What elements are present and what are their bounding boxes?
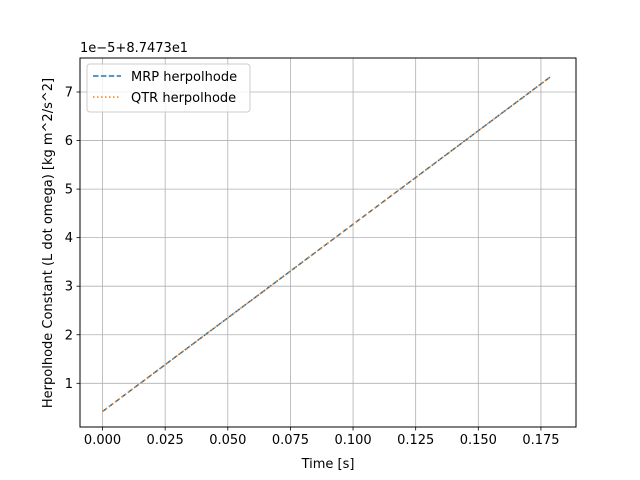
x-tick-label: 0.000 <box>84 433 121 448</box>
x-tick-label: 0.125 <box>397 433 434 448</box>
y-tick-label: 4 <box>65 231 73 246</box>
series-line-1 <box>102 75 552 413</box>
legend-box <box>86 63 251 113</box>
y-tick-label: 7 <box>65 85 73 100</box>
offset-text: 1e−5+8.7473e1 <box>80 41 188 56</box>
x-tick-label: 0.100 <box>334 433 371 448</box>
y-tick-label: 1 <box>65 377 73 392</box>
grid <box>80 58 576 427</box>
y-tick-label: 2 <box>65 328 73 343</box>
x-tick-label: 0.025 <box>147 433 184 448</box>
legend-label-qtr: QTR herpolhode <box>131 91 236 106</box>
y-tick-label: 5 <box>65 183 73 198</box>
y-tick-label: 6 <box>65 134 73 149</box>
x-axis-label: Time [s] <box>301 457 355 472</box>
legend: MRP herpolhode QTR herpolhode <box>86 63 251 113</box>
plot-frame <box>79 57 577 428</box>
ticks: 0.000 0.025 0.050 0.075 0.100 0.125 0.150 0.175… <box>65 85 560 448</box>
y-axis-label: Herpolhode Constant (L dot omega) [kg m^… <box>41 78 56 408</box>
x-tick-label: 0.050 <box>209 433 246 448</box>
x-tick-label: 0.075 <box>272 433 309 448</box>
x-tick-label: 0.175 <box>522 433 559 448</box>
series-line-0 <box>102 75 552 413</box>
x-tick-label: 0.150 <box>460 433 497 448</box>
series-layer <box>102 75 552 413</box>
legend-label-mrp: MRP herpolhode <box>131 70 237 85</box>
y-tick-label: 3 <box>65 280 73 295</box>
